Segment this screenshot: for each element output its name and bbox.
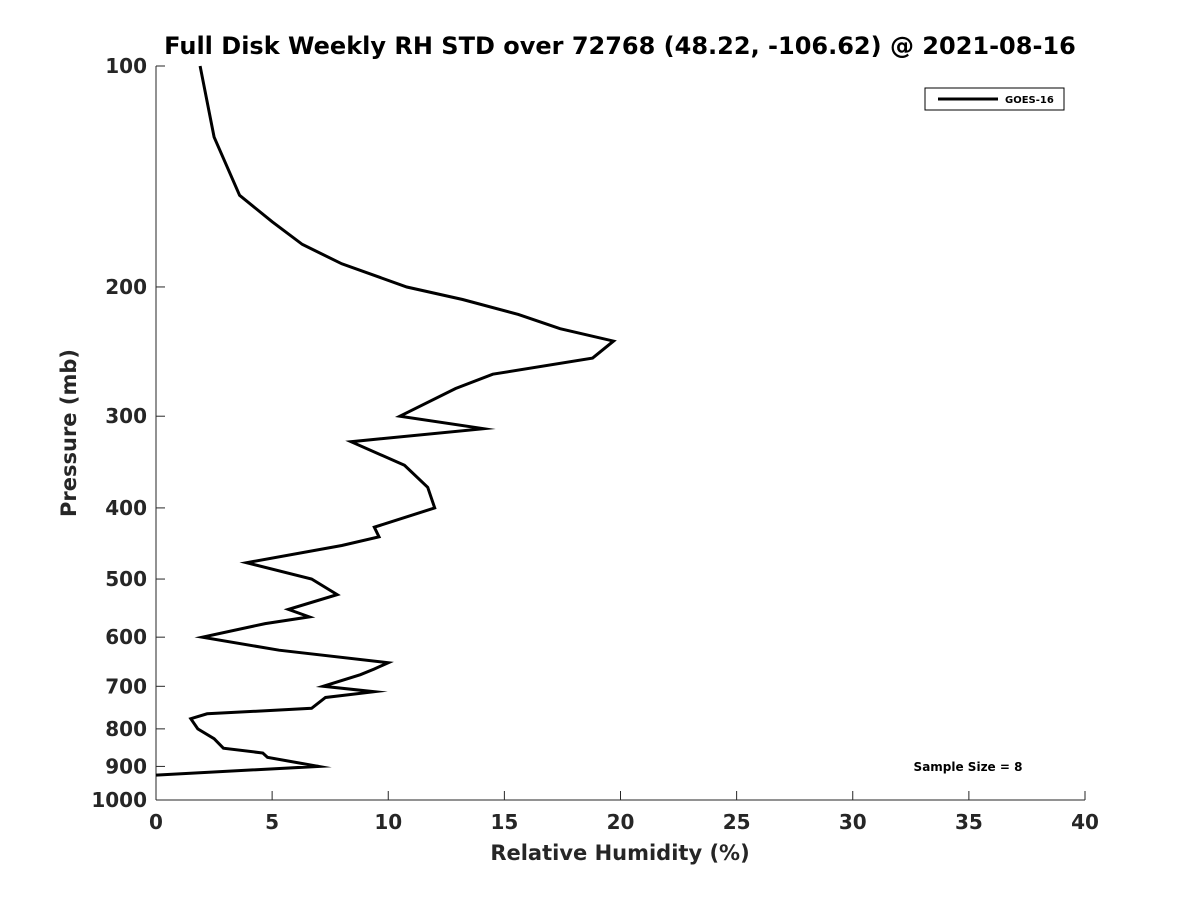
chart-title: Full Disk Weekly RH STD over 72768 (48.2…: [164, 32, 1076, 60]
x-tick-label: 15: [490, 810, 518, 834]
y-tick-label: 900: [105, 754, 147, 778]
x-tick-label: 5: [265, 810, 279, 834]
y-tick-label: 200: [105, 275, 147, 299]
x-tick-label: 35: [955, 810, 983, 834]
legend-label-goes-16: GOES-16: [1005, 95, 1054, 106]
series-line-goes-16: [155, 65, 617, 777]
x-axis-label: Relative Humidity (%): [490, 841, 749, 865]
y-tick-label: 400: [105, 496, 147, 520]
y-tick-label: 600: [105, 625, 147, 649]
y-tick-label: 800: [105, 717, 147, 741]
legend: GOES-16: [924, 87, 1065, 111]
y-tick-label: 500: [105, 567, 147, 591]
y-tick-label: 700: [105, 674, 147, 698]
y-tick-label: 300: [105, 404, 147, 428]
x-tick-label: 0: [149, 810, 163, 834]
sample-size-annotation: Sample Size = 8: [914, 760, 1023, 774]
plot-area: [155, 65, 1085, 801]
y-axis-label: Pressure (mb): [57, 349, 81, 517]
x-tick-label: 20: [607, 810, 635, 834]
x-tick-label: 10: [374, 810, 402, 834]
x-tick-label: 25: [723, 810, 751, 834]
axis-ticks: 0 5 10 15 20 25 30 35 40 100 200 300 400 500 600 700 800…: [91, 54, 1099, 834]
x-tick-label: 40: [1071, 810, 1099, 834]
y-tick-label: 100: [105, 54, 147, 78]
x-tick-label: 30: [839, 810, 867, 834]
y-tick-label: 1000: [91, 788, 147, 812]
